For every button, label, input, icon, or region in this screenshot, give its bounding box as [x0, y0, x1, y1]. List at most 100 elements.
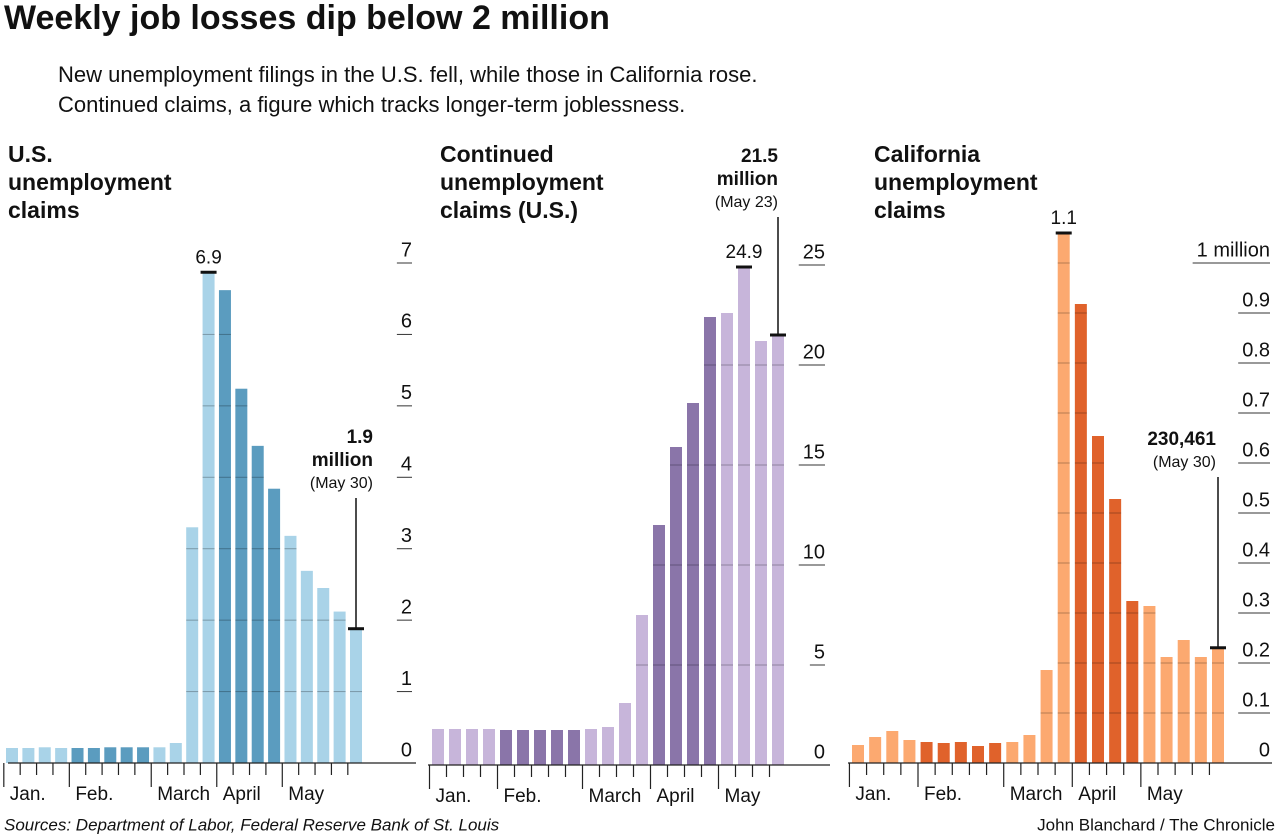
source: Sources: Department of Labor, Federal Re…: [4, 815, 500, 834]
bar: [653, 525, 665, 765]
value-label: 6.9: [195, 247, 221, 268]
bar: [852, 745, 864, 763]
bar: [87, 748, 100, 763]
bar: [1006, 742, 1019, 763]
x-tick-label: Feb.: [75, 784, 113, 805]
bar: [218, 290, 231, 763]
bar: [104, 747, 117, 763]
y-tick-label: 0.9: [1242, 289, 1270, 311]
bar: [1074, 304, 1087, 763]
bar: [903, 740, 916, 763]
value-label: 21.5: [741, 146, 778, 167]
bar: [687, 403, 699, 765]
bar: [235, 388, 248, 763]
y-tick-label: 0: [401, 739, 412, 761]
x-tick-label: Jan.: [855, 784, 891, 805]
bar: [534, 730, 546, 765]
bar: [483, 729, 495, 765]
y-tick-label: 0.7: [1242, 389, 1270, 411]
bar: [350, 628, 362, 763]
x-tick-label: March: [589, 786, 642, 807]
x-tick-label: Jan.: [10, 784, 46, 805]
subtitle: New unemployment filings in the U.S. fel…: [58, 62, 757, 87]
panel-title: unemployment: [8, 169, 172, 195]
value-note: (May 23): [715, 194, 778, 211]
x-tick-label: May: [1147, 784, 1183, 805]
x-tick-label: April: [223, 784, 261, 805]
y-tick-label: 4: [401, 454, 412, 476]
bar: [71, 748, 84, 763]
bar: [1177, 640, 1190, 763]
bar: [432, 729, 444, 765]
bar: [1160, 657, 1173, 763]
value-label: 24.9: [726, 242, 763, 263]
y-tick-label: 2: [401, 596, 412, 618]
bar: [1023, 735, 1036, 763]
y-tick-label: 25: [803, 241, 825, 263]
value-note: (May 30): [1153, 454, 1216, 471]
bar: [886, 731, 899, 763]
panel-title: claims (U.S.): [440, 197, 578, 223]
bar: [1212, 647, 1224, 763]
bar: [500, 730, 512, 765]
bar: [670, 447, 682, 765]
y-tick-label: 10: [803, 541, 825, 563]
bar: [1040, 670, 1053, 763]
bar: [738, 267, 750, 765]
y-tick-label: 6: [401, 311, 412, 333]
bar: [466, 729, 478, 765]
bar: [989, 743, 1002, 763]
x-tick-label: March: [1010, 784, 1063, 805]
bar: [300, 570, 313, 763]
bar: [1109, 499, 1122, 763]
bar: [333, 611, 346, 763]
bar: [284, 535, 297, 763]
bar: [619, 703, 631, 765]
bar: [568, 730, 580, 765]
panel-title: unemployment: [874, 169, 1038, 195]
bar: [1057, 233, 1070, 763]
bar: [920, 742, 933, 763]
panel-title: Continued: [440, 141, 554, 167]
y-tick-label: 0: [1259, 739, 1270, 761]
panel-title: claims: [8, 197, 80, 223]
title: Weekly job losses dip below 2 million: [4, 0, 610, 37]
bar: [153, 747, 166, 763]
credit: John Blanchard / The Chronicle: [1037, 815, 1275, 834]
y-tick-label: 5: [814, 641, 825, 663]
bar: [551, 730, 563, 765]
bar: [972, 746, 984, 763]
x-tick-label: Feb.: [504, 786, 542, 807]
y-tick-label: 0.5: [1242, 489, 1270, 511]
bar: [1143, 606, 1156, 763]
bar: [268, 488, 281, 763]
bar: [636, 615, 648, 765]
value-label: 230,461: [1147, 429, 1216, 450]
y-tick-label: 0.3: [1242, 589, 1270, 611]
subtitle: Continued claims, a figure which tracks …: [58, 92, 685, 117]
bar: [721, 313, 733, 765]
y-tick-label: 3: [401, 525, 412, 547]
x-tick-label: April: [657, 786, 695, 807]
y-tick-label: 7: [401, 239, 412, 261]
bar: [251, 445, 264, 763]
y-tick-label: 0: [814, 741, 825, 763]
value-note: million: [717, 169, 778, 190]
bar: [1194, 657, 1207, 763]
bar: [6, 748, 18, 763]
bar: [755, 341, 767, 765]
panel-title: California: [874, 141, 980, 167]
bar: [169, 743, 182, 763]
value-label: 1.1: [1051, 208, 1077, 229]
y-tick-label: 5: [401, 382, 412, 404]
bar: [202, 272, 215, 763]
value-note: million: [312, 450, 373, 471]
y-tick-label: 0.2: [1242, 639, 1270, 661]
x-tick-label: April: [1078, 784, 1116, 805]
value-note: (May 30): [310, 475, 373, 492]
bar: [1092, 436, 1104, 763]
bar: [449, 729, 461, 765]
y-tick-label: 0.8: [1242, 339, 1270, 361]
bar: [602, 727, 614, 765]
bar: [937, 743, 950, 763]
